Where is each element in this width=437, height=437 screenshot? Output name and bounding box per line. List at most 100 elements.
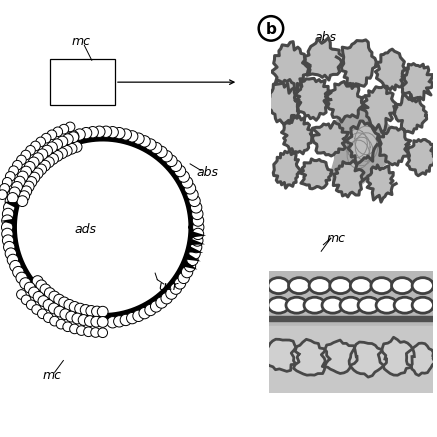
Circle shape [23,181,34,192]
Circle shape [139,135,150,147]
Circle shape [7,189,19,200]
Circle shape [57,148,67,159]
Circle shape [32,168,43,179]
Circle shape [184,183,196,194]
Circle shape [2,208,14,220]
Circle shape [156,297,167,308]
Circle shape [394,297,416,313]
Circle shape [120,314,132,326]
Circle shape [127,131,138,142]
Circle shape [69,302,80,312]
Circle shape [59,125,69,134]
Circle shape [191,202,202,213]
Circle shape [161,292,172,304]
Circle shape [192,208,203,220]
Circle shape [42,133,51,143]
Circle shape [166,288,177,299]
Polygon shape [269,316,433,321]
Circle shape [150,142,162,154]
Circle shape [83,327,93,336]
Circle shape [10,260,21,272]
Text: abs: abs [315,31,336,44]
Circle shape [61,146,72,156]
Circle shape [2,215,13,226]
Circle shape [50,316,59,326]
Circle shape [174,278,186,289]
Circle shape [358,297,379,313]
Circle shape [2,235,14,246]
Circle shape [181,177,193,188]
Circle shape [92,306,102,317]
Circle shape [72,313,83,324]
Text: mc: mc [71,35,90,48]
Circle shape [309,277,330,294]
Circle shape [71,142,82,153]
Polygon shape [298,159,332,189]
Circle shape [189,195,200,207]
Circle shape [26,146,35,155]
Polygon shape [189,246,203,253]
Polygon shape [401,64,434,102]
Circle shape [33,291,44,302]
Circle shape [13,267,24,278]
Circle shape [0,184,10,193]
Polygon shape [269,271,433,326]
Circle shape [412,297,434,313]
Circle shape [17,196,28,207]
Circle shape [38,296,49,306]
Circle shape [181,267,193,278]
Text: ucr: ucr [158,280,178,293]
Polygon shape [264,339,299,371]
Circle shape [145,139,156,150]
Circle shape [114,316,125,327]
Circle shape [5,248,17,259]
Circle shape [192,235,203,246]
Circle shape [286,297,307,313]
Circle shape [28,157,39,168]
Circle shape [38,309,47,319]
Circle shape [392,277,413,294]
Circle shape [371,277,392,294]
Circle shape [1,222,13,233]
Circle shape [74,129,85,140]
Circle shape [36,280,47,291]
Text: b: b [266,22,276,37]
Text: abs: abs [288,371,310,385]
Circle shape [178,272,189,284]
Circle shape [32,276,43,287]
Circle shape [178,171,189,182]
Polygon shape [273,150,302,188]
Polygon shape [375,49,407,90]
Polygon shape [1,219,14,225]
Polygon shape [312,121,348,156]
Circle shape [52,150,63,161]
Polygon shape [407,139,437,176]
Circle shape [14,176,25,187]
Circle shape [78,315,89,326]
Circle shape [101,126,112,137]
Circle shape [21,295,31,305]
Circle shape [66,311,76,322]
Circle shape [288,277,310,294]
Circle shape [47,130,57,140]
Circle shape [133,133,144,144]
Polygon shape [378,127,411,165]
Text: mc: mc [43,369,62,382]
Circle shape [94,126,105,137]
Circle shape [189,248,200,259]
Circle shape [174,165,186,177]
Circle shape [59,297,69,308]
Circle shape [49,303,59,314]
Circle shape [17,155,26,165]
Circle shape [9,187,20,198]
Circle shape [28,287,39,298]
Circle shape [26,177,37,187]
Circle shape [107,127,118,138]
Circle shape [2,228,13,239]
Circle shape [0,190,7,199]
Circle shape [12,181,22,192]
Polygon shape [302,38,342,80]
Circle shape [36,137,45,147]
Circle shape [191,241,202,253]
Circle shape [170,283,181,295]
